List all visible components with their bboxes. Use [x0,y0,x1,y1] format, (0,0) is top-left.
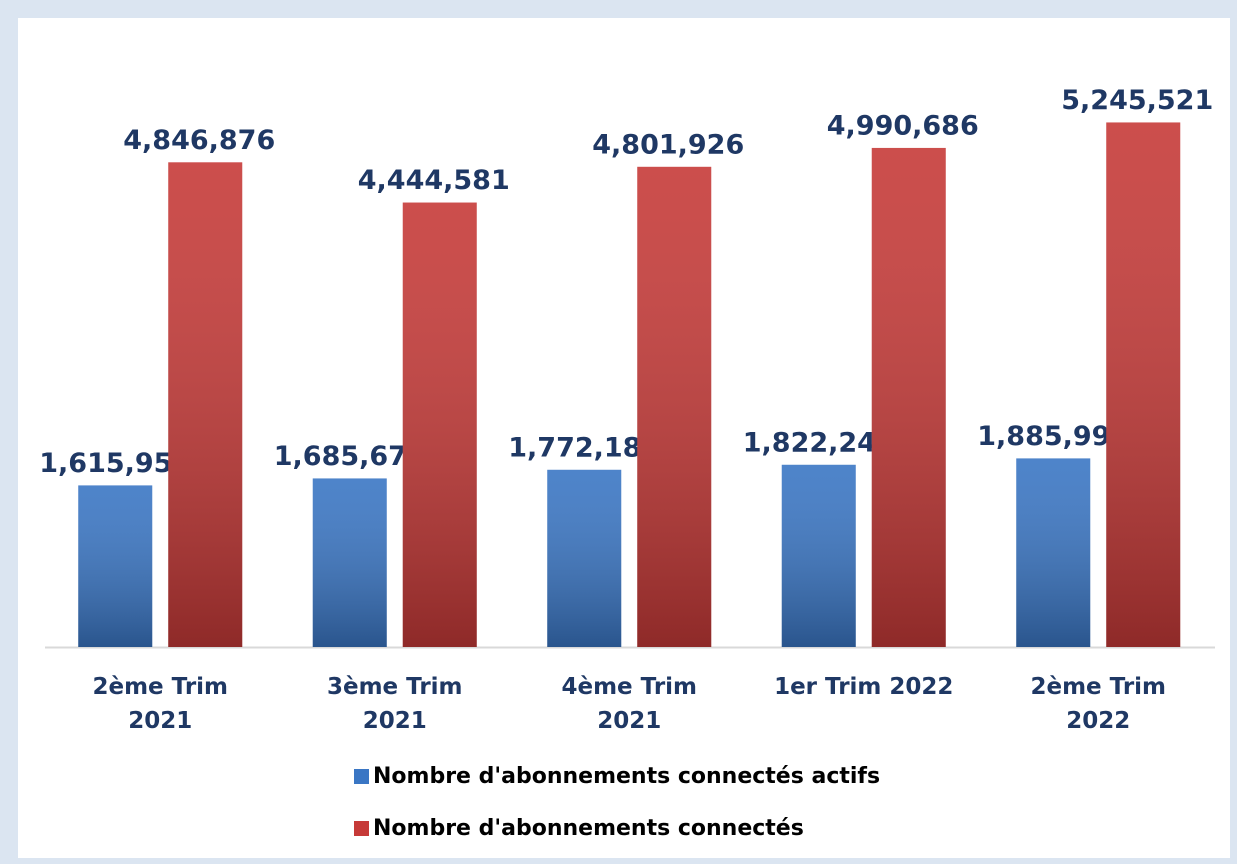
x-tick-label: 2ème Trim 2021 [92,674,229,734]
bar-shade [78,485,153,647]
data-label: 4,444,581 [358,165,510,196]
bar-shade [637,166,712,647]
bar-shade [312,478,387,647]
legend-label: Nombre d'abonnements connectés [373,816,804,841]
data-label: 4,801,926 [592,129,744,160]
x-tick-label: 2ème Trim 2022 [1030,674,1167,734]
x-tick-label: 4ème Trim 2021 [561,674,698,734]
data-label: 1,822,249 [743,427,895,458]
bar-shade [402,202,477,647]
data-label: 1,885,998 [977,421,1129,452]
bar-shade [1106,122,1181,648]
legend-swatch [354,821,369,836]
x-tick-label: 3ème Trim 2021 [326,674,463,734]
legend-swatch [354,769,369,784]
data-label: 1,772,183 [508,432,660,463]
bar-shade [781,464,856,647]
data-label: 4,990,686 [827,110,979,141]
bar-shade [168,162,243,648]
x-tick-label: 1er Trim 2022 [774,674,954,700]
data-label: 4,846,876 [123,125,275,156]
data-label: 1,685,671 [274,441,426,472]
bar-shade [871,147,946,647]
legend-label: Nombre d'abonnements connectés actifs [373,764,880,789]
bar-shade [547,469,622,647]
bar-shade [1016,458,1091,647]
data-label: 1,615,952 [39,448,191,479]
data-label: 5,245,521 [1061,85,1213,116]
